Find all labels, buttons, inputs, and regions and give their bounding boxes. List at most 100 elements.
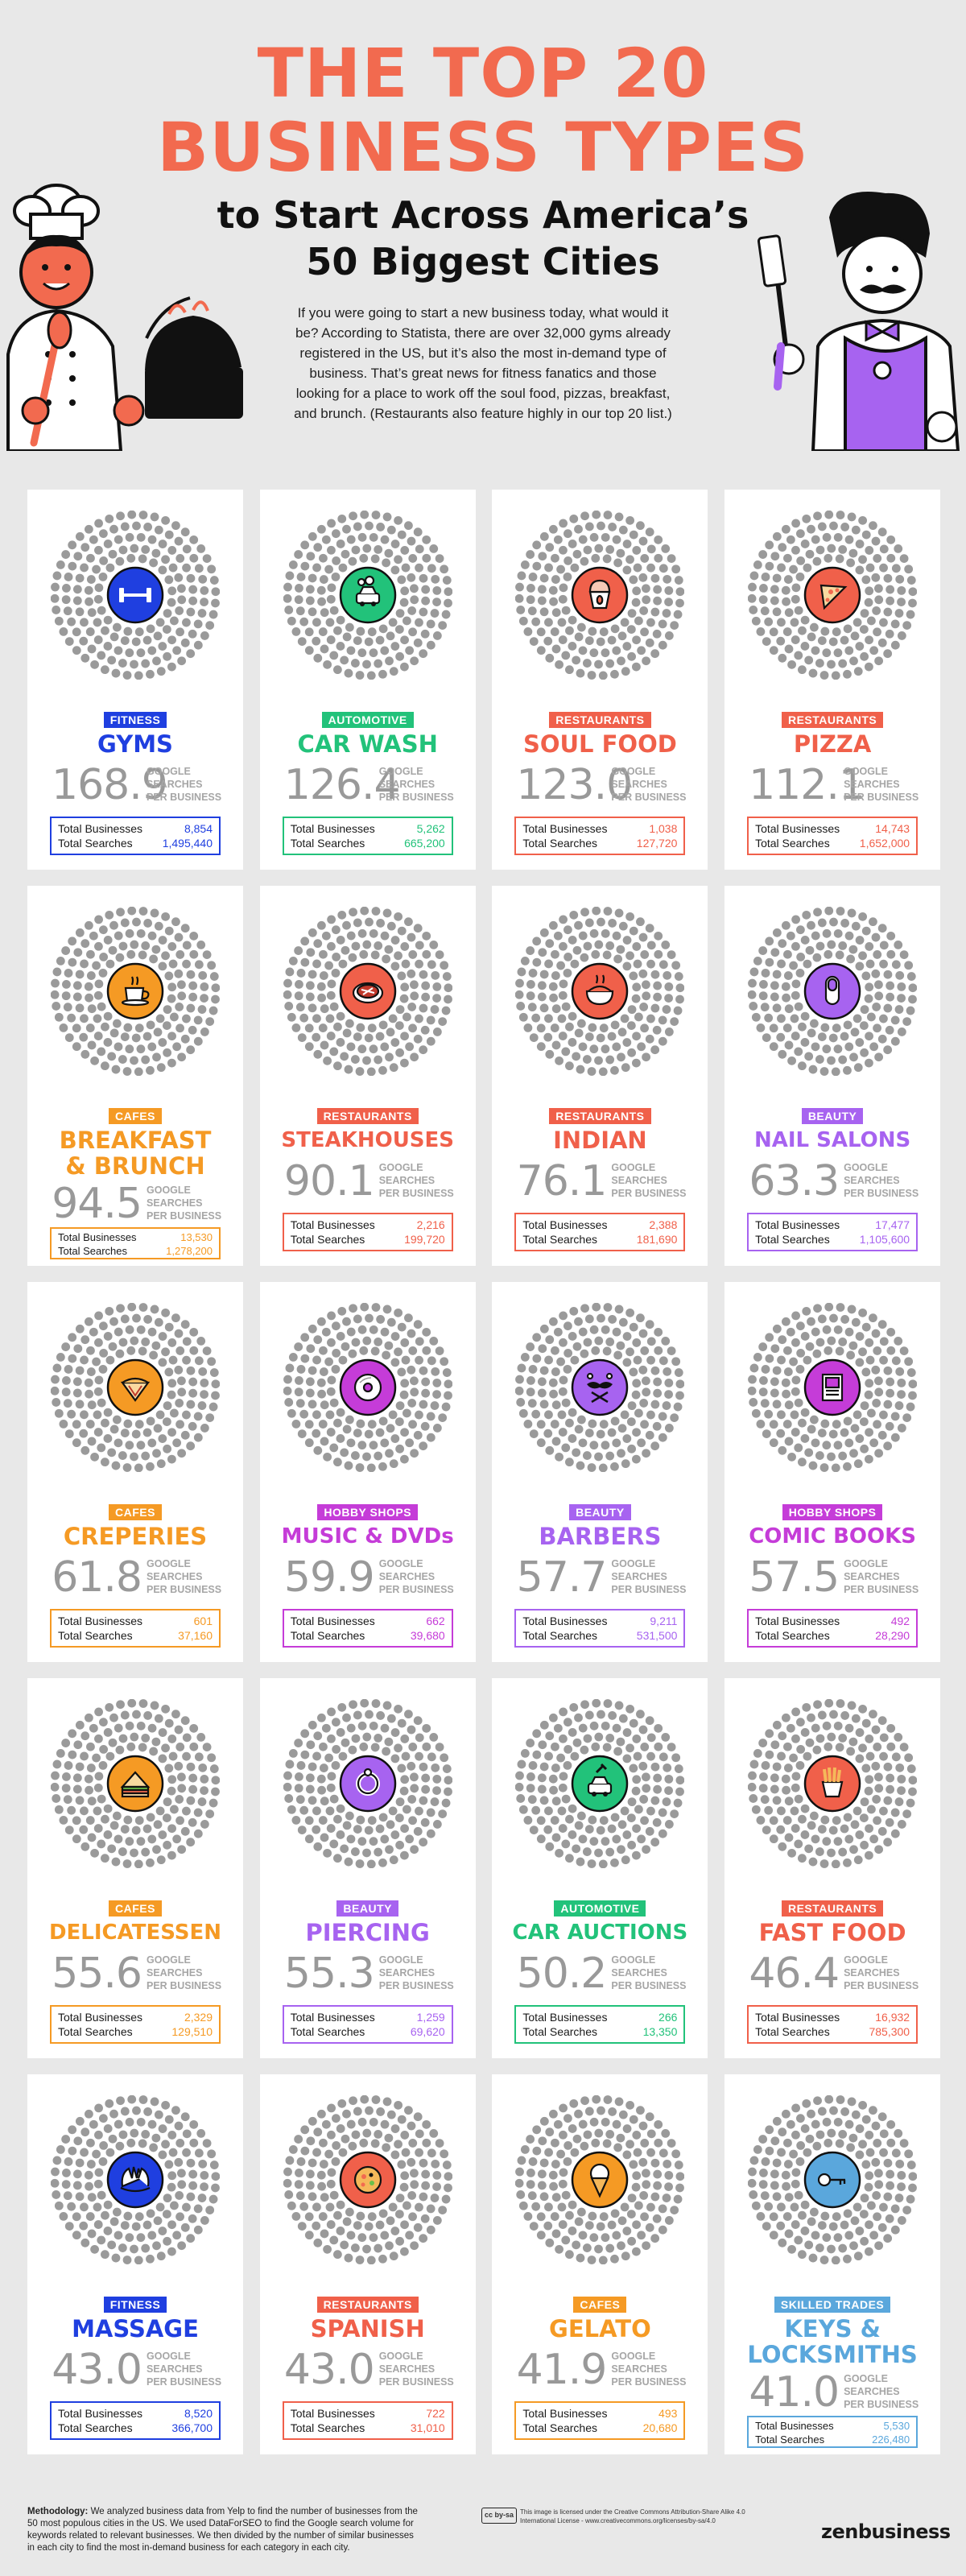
ring-dot [879, 563, 889, 573]
ring-dot [318, 1346, 328, 1355]
ring-dot [293, 1739, 303, 1747]
ring-dot [118, 1338, 128, 1347]
ring-dot [665, 1820, 675, 1829]
ring-dot [118, 545, 128, 555]
ring-dot [73, 1344, 83, 1354]
ring-dot [394, 651, 404, 661]
ring-dot [288, 2144, 298, 2154]
ring-dot [118, 2130, 128, 2140]
stat-caption: GOOGLE SEARCHES PER BUSINESS [611, 1161, 691, 1200]
ring-dot [523, 1816, 533, 1825]
ring-dot [283, 2167, 292, 2177]
totals-row: Total Searches 39,680 [291, 1628, 445, 1643]
ring-dot [326, 594, 336, 604]
ring-dot [324, 2149, 333, 2159]
ring-dot [313, 939, 322, 949]
ring-dot [559, 1387, 568, 1396]
ring-dot [569, 1702, 579, 1712]
ring-dot [523, 1023, 533, 1032]
ring-dot [891, 1829, 900, 1838]
ring-dot [778, 1335, 787, 1345]
ring-dot [526, 1387, 535, 1397]
ring-dot [769, 1438, 778, 1448]
ring-dot [765, 540, 774, 550]
totals-value: 1,495,440 [162, 837, 213, 850]
ring-dot [431, 1390, 441, 1399]
ring-dot [787, 1056, 797, 1065]
ring-dot [429, 544, 438, 553]
ring-dot [61, 946, 71, 955]
business-name: NAIL SALONS [753, 1128, 911, 1152]
ring-dot [431, 970, 440, 980]
ring-dot [670, 2206, 679, 2215]
ring-dot [632, 1850, 642, 1860]
ring-dot [805, 1738, 815, 1747]
ring-dot [629, 1764, 638, 1773]
massage-hands-icon [120, 2166, 151, 2193]
ring-dot [600, 1420, 609, 1429]
ring-dot [132, 1313, 141, 1323]
ring-dot [808, 2253, 818, 2263]
ring-dot [150, 1701, 159, 1710]
ring-dot [575, 2217, 584, 2227]
ring-dot [623, 540, 632, 548]
ring-dot [770, 1344, 780, 1354]
ring-dot [583, 545, 592, 555]
ring-dot [588, 2256, 597, 2264]
ring-dot [835, 2139, 844, 2148]
stat-caption: GOOGLE SEARCHES PER BUSINESS [147, 1184, 227, 1222]
totals-label: Total Businesses [58, 2011, 143, 2024]
ring-dot [186, 607, 196, 617]
totals-row: Total Businesses 2,388 [522, 1218, 677, 1232]
ring-dot [772, 607, 782, 617]
ring-dot [807, 1317, 815, 1326]
searches-per-business-value: 112.1 [749, 761, 865, 809]
ring-dot [158, 1038, 167, 1047]
ring-dot [623, 1332, 632, 1341]
ring-dot [860, 1401, 869, 1411]
ring-dot [158, 961, 167, 971]
ring-dot [886, 1723, 896, 1733]
ring-dot [844, 646, 854, 655]
ring-dot [75, 573, 85, 583]
ring-dot [419, 1796, 427, 1805]
ring-dot [572, 549, 582, 559]
ring-dot [770, 596, 779, 606]
ring-dot [597, 1313, 606, 1323]
ring-dot [544, 959, 554, 969]
ring-dot [94, 1311, 103, 1321]
header: THE TOP 20 BUSINESS TYPES to Start Acros… [0, 0, 966, 467]
totals-value: 1,278,200 [166, 1245, 213, 1257]
ring-dot [336, 642, 345, 651]
ring-dot [654, 1723, 663, 1733]
dot-ring-graphic [51, 907, 220, 1076]
ring-dot [549, 1378, 559, 1387]
category-label: RESTAURANTS [781, 1900, 884, 1916]
ring-dot [397, 1718, 407, 1728]
ring-dot [572, 2240, 581, 2250]
ring-dot [658, 1015, 667, 1025]
ring-dot [364, 1710, 374, 1719]
ring-dot [637, 1438, 646, 1448]
ring-dot [544, 563, 554, 573]
ring-dot [312, 1014, 321, 1023]
ring-dot [158, 2227, 167, 2235]
stat-caption-line: SEARCHES [147, 1197, 203, 1209]
ring-dot [874, 595, 884, 605]
ring-dot [419, 1762, 428, 1772]
ring-dot [585, 522, 595, 531]
ring-dot [815, 659, 824, 668]
ring-dot [430, 1401, 440, 1410]
totals-label: Total Searches [58, 1245, 127, 1257]
ring-dot [371, 2095, 381, 2104]
totals-row: Total Searches 28,290 [755, 1628, 910, 1643]
ring-dot [782, 524, 791, 534]
ring-dot [632, 994, 641, 1003]
ring-dot [211, 994, 220, 1004]
ring-dot [337, 2098, 346, 2108]
ring-dot [761, 2157, 770, 2166]
ring-dot [321, 2119, 331, 2129]
ice-cream-cone-icon [590, 2163, 610, 2198]
ring-dot [161, 1704, 171, 1714]
ring-dot [906, 2160, 916, 2169]
